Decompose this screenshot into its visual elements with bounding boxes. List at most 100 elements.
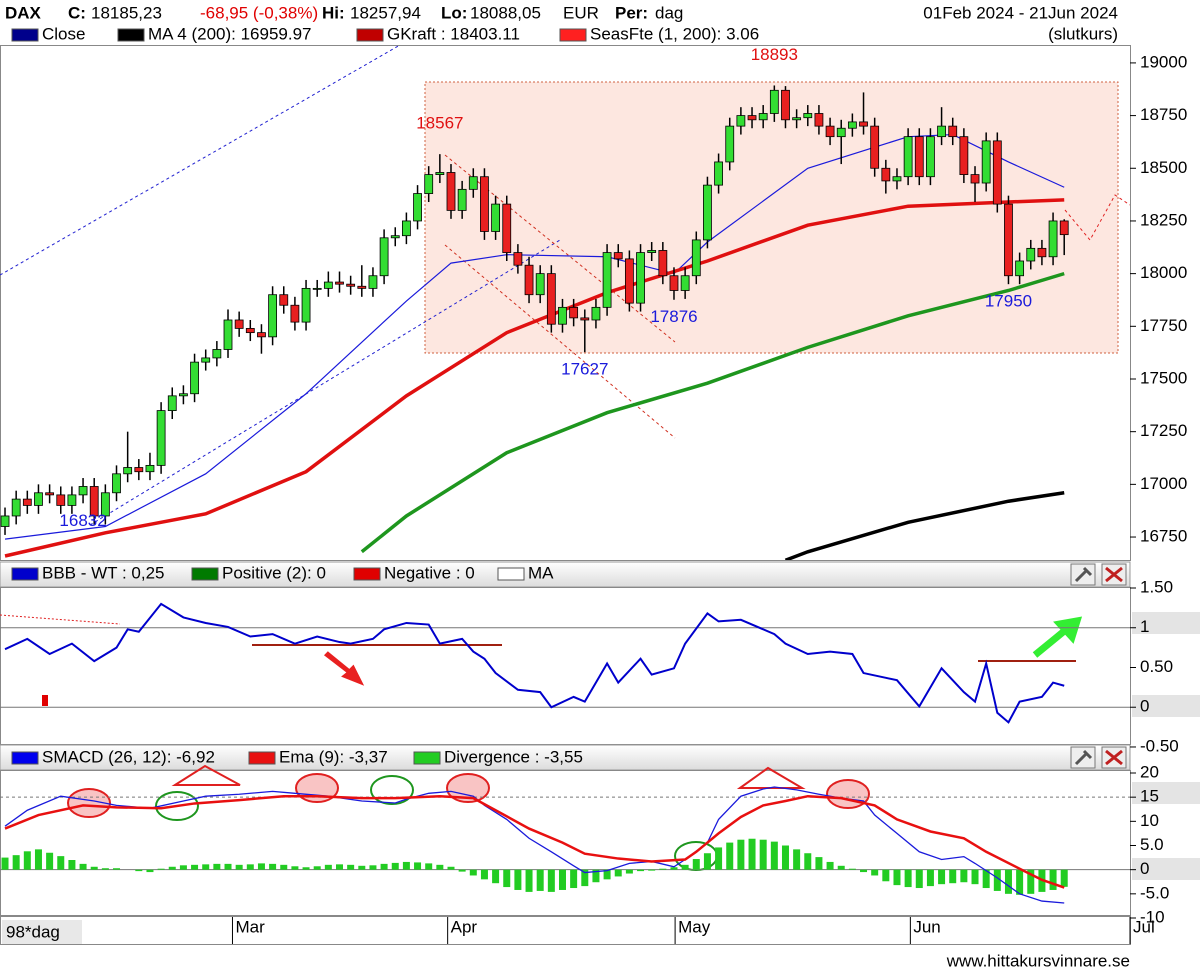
divergence-bar (703, 853, 711, 870)
candle-body (825, 125, 835, 138)
candle-body (1059, 220, 1069, 236)
divergence-bar (1049, 869, 1057, 890)
candle-body (836, 127, 846, 138)
close-icon (1105, 566, 1123, 583)
low-label: Lo: (441, 3, 467, 22)
x-tick-label: Apr (451, 917, 478, 936)
divergence-bar (313, 866, 321, 870)
symbol: DAX (5, 3, 42, 22)
legend-swatch (11, 567, 39, 581)
trend-line (89, 239, 561, 526)
divergence-bar (257, 863, 265, 870)
y-tick-label: 17000 (1140, 474, 1187, 493)
candle-body (100, 492, 110, 517)
divergence-bar (269, 863, 277, 870)
divergence-bar (625, 869, 633, 874)
candle-body (814, 113, 824, 127)
candle-body (78, 486, 88, 496)
close-icon (1105, 749, 1123, 766)
bbb-frame (0, 587, 1131, 745)
candle-body (223, 319, 233, 350)
divergence-bar (882, 869, 890, 882)
divergence-bar (324, 864, 332, 870)
divergence-bar (68, 860, 76, 870)
candle-body (524, 264, 534, 296)
candle-body (691, 239, 701, 277)
divergence-bar (860, 869, 868, 873)
divergence-bar (793, 849, 801, 870)
candle-body (234, 319, 244, 329)
divergence-bar (938, 869, 946, 885)
candle-body (190, 361, 199, 395)
divergence-bar (425, 863, 433, 870)
candle-body (847, 121, 857, 129)
candle-body (792, 117, 802, 121)
high-label: Hi: (322, 3, 345, 22)
price-annotation: 18567 (416, 114, 463, 133)
divergence-bar (592, 869, 600, 883)
y-tick-label: 18250 (1140, 210, 1187, 229)
candle-body (1048, 220, 1058, 258)
price-annotation: 16832 (59, 511, 106, 530)
price-annotation: 18893 (751, 45, 798, 64)
legend-label: Positive (2): 0 (222, 563, 326, 582)
candle-body (312, 287, 322, 290)
axis-highlight (1132, 782, 1200, 804)
candle-body (22, 498, 32, 506)
candle-body (167, 395, 177, 411)
y-tick-label: 17250 (1140, 421, 1187, 440)
candle-body (558, 306, 567, 325)
period-box (2, 920, 82, 944)
divergence-bar (358, 865, 366, 870)
candle-body (357, 285, 367, 289)
x-tick-label: Mar (235, 917, 265, 936)
divergence-bar (191, 864, 199, 870)
divergence-bar (659, 868, 667, 870)
down-arrow (323, 651, 365, 686)
divergence-bar (871, 869, 879, 876)
divergence-bar (815, 857, 823, 870)
candle-body (67, 494, 77, 506)
divergence-bar (759, 839, 767, 870)
divergence-bar (480, 869, 488, 880)
y-tick-label: 15 (1140, 787, 1159, 806)
candle-body (1015, 260, 1025, 277)
bbb-legend-bar (0, 561, 1131, 588)
candle-body (714, 161, 723, 186)
wrench-icon (1074, 749, 1093, 766)
candle-body (948, 125, 958, 138)
candle-body (212, 349, 222, 359)
trend-line (444, 244, 676, 439)
divergence-bar (90, 866, 98, 870)
y-tick-label: 16750 (1140, 527, 1187, 546)
candle-body (859, 121, 868, 127)
candle-body (480, 176, 489, 232)
cross-marker (155, 791, 199, 821)
candle-body (413, 193, 422, 222)
divergence-bar (971, 869, 979, 885)
divergence-bar (726, 842, 734, 870)
candle-body (613, 252, 623, 260)
header-bg (0, 0, 1200, 45)
cross-marker (67, 788, 111, 818)
line-series (4, 602, 1065, 724)
close-label: C: (68, 3, 86, 22)
candle-body (112, 473, 121, 494)
legend-swatch (559, 28, 587, 42)
divergence-bar (12, 855, 20, 870)
candle-body (56, 494, 66, 506)
cross-marker (446, 773, 490, 803)
candle-body (257, 332, 266, 338)
y-tick-label: -5.0 (1140, 883, 1169, 902)
divergence-bar (570, 869, 578, 889)
negative-marker (42, 695, 48, 706)
y-tick-label: 19000 (1140, 52, 1187, 71)
candle-body (390, 235, 400, 239)
date-range: 01Feb 2024 - 21Jun 2024 (923, 3, 1118, 22)
candle-body (435, 172, 445, 175)
candle-body (535, 273, 545, 296)
y-tick-label: 10 (1140, 811, 1159, 830)
divergence-bar (436, 864, 444, 870)
divergence-bar (837, 865, 845, 870)
legend-label: MA (528, 563, 554, 582)
